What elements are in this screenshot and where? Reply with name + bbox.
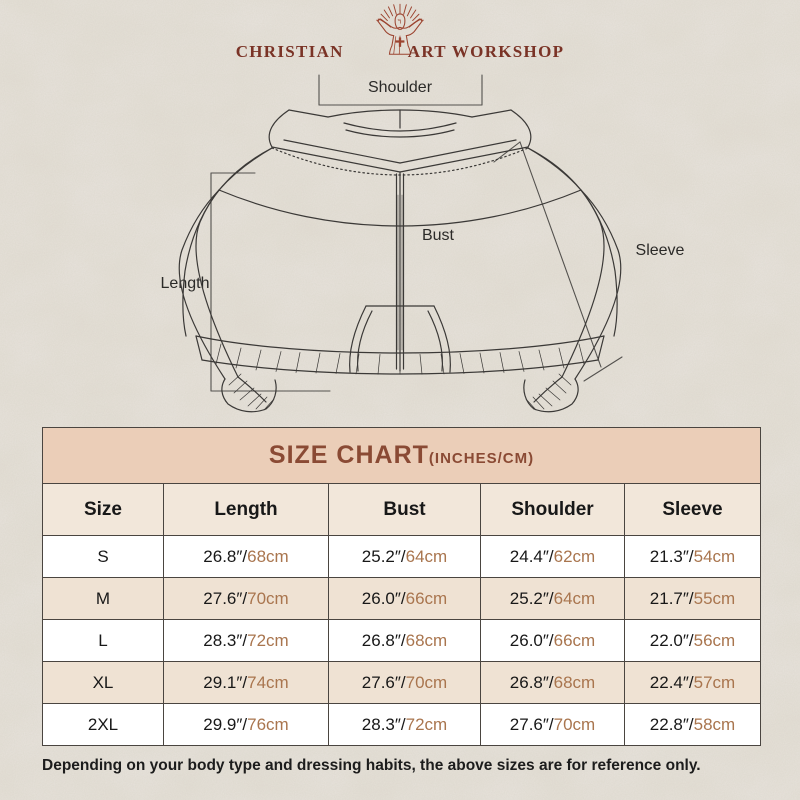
svg-text:Sleeve: Sleeve: [636, 242, 685, 259]
svg-text:Length: Length: [161, 275, 210, 292]
svg-text:Shoulder: Shoulder: [368, 79, 433, 96]
svg-text:Bust: Bust: [422, 227, 455, 244]
